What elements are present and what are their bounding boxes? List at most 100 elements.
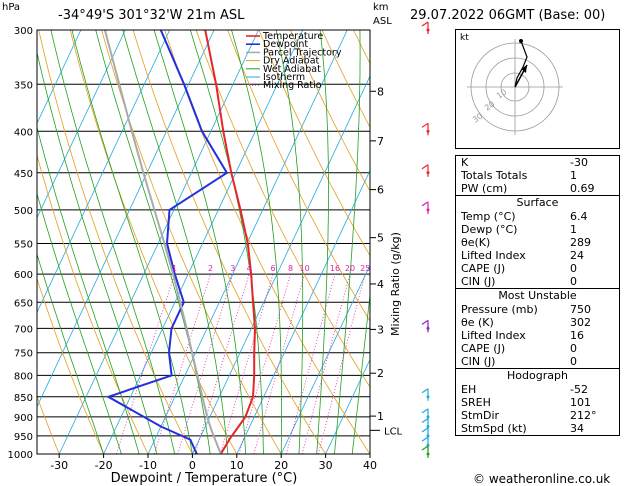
- wind-barb-flag: [421, 122, 429, 128]
- legend-label: Mixing Ratio: [263, 80, 322, 91]
- wet-adiabat: [231, 30, 282, 454]
- most-unstable-title: Most Unstable: [498, 289, 577, 302]
- mixing-ratio-label: 4: [247, 264, 252, 273]
- pressure-tick-label: 800: [14, 371, 33, 382]
- hodograph-stat-label: StmSpd (kt): [461, 422, 527, 435]
- lcl-label: LCL: [384, 426, 403, 437]
- temp-tick-label: 30: [319, 459, 333, 472]
- legend-label: Temperature: [262, 31, 323, 42]
- index-row: Totals Totals 1: [456, 169, 619, 182]
- pressure-tick-label: 300: [14, 26, 33, 37]
- height-unit-km: km: [373, 2, 389, 13]
- mixing-ratio-label: 6: [270, 264, 275, 273]
- hodograph-stat-value: -52: [570, 383, 588, 396]
- wet-adiabat: [71, 30, 193, 454]
- series-point-temperature: [250, 273, 252, 275]
- pressure-tick-label: 500: [14, 206, 33, 217]
- dry-adiabat: [101, 30, 282, 454]
- wet-adiabat: [37, 192, 122, 454]
- temp-tick-label: 40: [363, 459, 377, 472]
- wind-barb-flag: [421, 201, 429, 207]
- most-unstable-row: CIN (J) 0: [456, 355, 619, 368]
- wind-barb-flag: [421, 445, 429, 451]
- surface-label: Temp (°C): [461, 210, 516, 223]
- mixing-ratio-line: [318, 273, 366, 454]
- most-unstable-row: θe (K) 302: [456, 316, 619, 329]
- series-point-parcel-trajectory: [185, 327, 188, 330]
- wind-barb-flag: [421, 427, 429, 433]
- index-label: K: [461, 156, 469, 169]
- isotherm-line: [280, 264, 370, 454]
- wet-adiabat: [122, 30, 229, 454]
- surface-row: Temp (°C) 6.4: [456, 210, 619, 223]
- surface-value: 0: [570, 275, 577, 288]
- series-point-parcel-trajectory: [118, 83, 121, 86]
- mixing-ratio-line: [115, 273, 175, 454]
- most-unstable-section: Most Unstable Pressure (mb) 750 θe (K) 302 L…: [456, 288, 619, 368]
- hodograph-stat-label: EH: [461, 383, 477, 396]
- wind-barb-dot: [426, 28, 430, 32]
- dry-adiabat: [69, 30, 238, 454]
- wet-adiabat: [50, 30, 175, 454]
- hodograph-stat-value: 212°: [570, 409, 597, 422]
- dry-adiabat: [258, 30, 370, 257]
- wind-barb-flag: [421, 418, 429, 424]
- hodograph-stat-row: StmSpd (kt) 34: [456, 422, 619, 435]
- hodograph-end-dot: [519, 39, 523, 43]
- most-unstable-value: 302: [570, 316, 591, 329]
- mixing-ratio-label: 20: [345, 264, 355, 273]
- surface-label: Lifted Index: [461, 249, 526, 262]
- series-point-dewpoint: [189, 438, 192, 441]
- dry-adiabat: [290, 30, 370, 192]
- series-point-temperature: [253, 351, 256, 354]
- km-tick-label: 8: [377, 85, 384, 98]
- series-point-dewpoint: [170, 327, 173, 330]
- series-point-temperature: [244, 416, 247, 418]
- series-point-dewpoint: [170, 374, 173, 377]
- legend-label: Wet Adiabat: [263, 64, 321, 75]
- km-tick-label: 7: [377, 135, 384, 148]
- mixing-ratio-axis-label: Mixing Ratio (g/kg): [389, 232, 402, 336]
- pressure-unit: hPa: [2, 2, 21, 13]
- pressure-tick-label: 600: [14, 270, 33, 281]
- index-row: PW (cm) 0.69: [456, 182, 619, 195]
- dry-adiabat: [164, 30, 370, 454]
- hodograph-stat-row: StmDir 212°: [456, 409, 619, 422]
- series-point-parcel-trajectory: [201, 395, 204, 398]
- mixing-ratio-label: 25: [360, 264, 370, 273]
- isotherm-line: [325, 358, 370, 454]
- most-unstable-label: Pressure (mb): [461, 303, 538, 316]
- surface-value: 0: [570, 262, 577, 275]
- wind-barb-dot: [426, 129, 430, 133]
- wind-barb-flag: [421, 21, 429, 27]
- series-point-parcel-trajectory: [131, 130, 133, 133]
- indices-table: K -30 Totals Totals 1 PW (cm) 0.69 Surface Te…: [455, 155, 620, 436]
- surface-title: Surface: [516, 196, 559, 209]
- pressure-tick-label: 650: [14, 298, 33, 309]
- series-point-parcel-trajectory: [163, 242, 166, 245]
- pressure-tick-label: 550: [14, 239, 33, 250]
- wet-adiabat: [37, 125, 140, 454]
- x-axis-label: Dewpoint / Temperature (°C): [111, 471, 298, 486]
- hodograph-trace: [514, 40, 528, 88]
- most-unstable-row: Lifted Index 16: [456, 329, 619, 342]
- km-tick-label: 3: [377, 323, 384, 336]
- mixing-ratio-line: [285, 273, 336, 454]
- wet-adiabat: [275, 30, 304, 454]
- most-unstable-row: Pressure (mb) 750: [456, 303, 619, 316]
- mixing-ratio-line: [238, 273, 291, 454]
- isotherm-line: [37, 30, 82, 125]
- series-point-temperature: [215, 83, 217, 86]
- legend-label: Parcel Trajectory: [263, 47, 342, 58]
- wet-adiabat: [334, 30, 361, 454]
- wind-barb-flag: [421, 319, 429, 325]
- isotherm-line: [37, 30, 126, 219]
- mixing-ratio-label: 3: [230, 264, 235, 273]
- series-point-dewpoint: [183, 83, 185, 86]
- height-unit-asl: ASL: [373, 16, 392, 27]
- most-unstable-label: CIN (J): [461, 355, 496, 368]
- wind-barb-flag: [421, 408, 429, 414]
- series-point-temperature: [230, 171, 233, 174]
